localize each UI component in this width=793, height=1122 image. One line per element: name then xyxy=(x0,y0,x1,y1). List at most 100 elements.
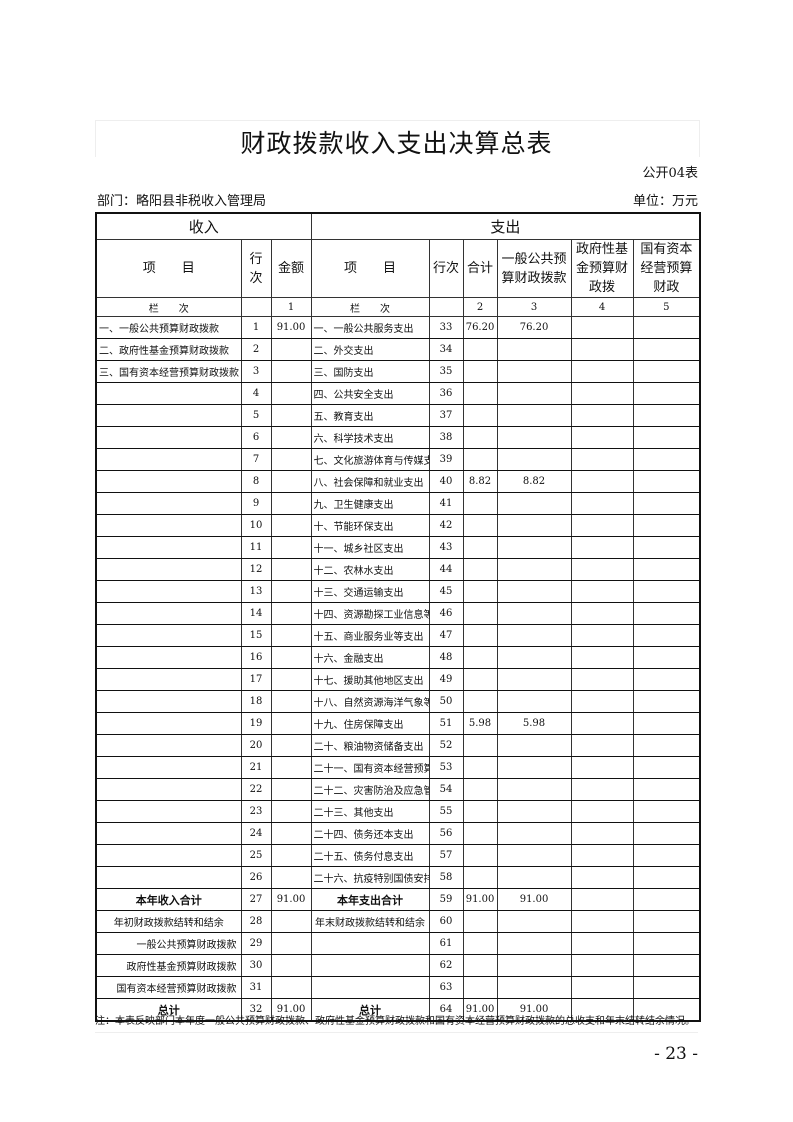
gov-fund-cell xyxy=(570,844,634,867)
expense-total-cell xyxy=(462,932,498,955)
income-item-cell: 国有资本经营预算财政拨款 xyxy=(95,976,242,999)
gov-fund-cell xyxy=(570,580,634,603)
income-item-cell xyxy=(95,514,242,537)
expense-item-cell: 三、国防支出 xyxy=(310,360,430,383)
expense-total-cell xyxy=(462,976,498,999)
gov-fund-cell xyxy=(570,888,634,911)
table-row: 21 二十一、国有资本经营预算支53 xyxy=(95,756,701,779)
income-item-cell xyxy=(95,646,242,669)
expense-line-no-cell: 42 xyxy=(428,514,464,537)
income-amount-cell xyxy=(270,976,312,999)
general-budget-cell: 91.00 xyxy=(496,998,572,1022)
expense-total-cell xyxy=(462,646,498,669)
income-line-no-cell: 17 xyxy=(240,668,272,691)
column-3: 3 xyxy=(496,297,572,317)
income-item-cell: 年初财政拨款结转和结余 xyxy=(95,910,242,933)
income-item-cell xyxy=(95,536,242,559)
table-row: 4 四、公共安全支出 36 xyxy=(95,382,701,405)
general-budget-cell xyxy=(496,602,572,625)
expense-total-cell xyxy=(462,536,498,559)
gov-fund-cell xyxy=(570,954,634,977)
expense-total-cell xyxy=(462,580,498,603)
income-item-cell xyxy=(95,448,242,471)
income-amount-cell xyxy=(270,382,312,405)
general-budget-cell xyxy=(496,822,572,845)
soe-capital-cell xyxy=(632,492,701,515)
general-budget-cell xyxy=(496,800,572,823)
gov-fund-cell xyxy=(570,646,634,669)
expense-line-no-cell: 38 xyxy=(428,426,464,449)
income-amount-cell xyxy=(270,778,312,801)
soe-capital-cell xyxy=(632,536,701,559)
general-budget-cell xyxy=(496,756,572,779)
income-item-cell xyxy=(95,382,242,405)
gov-fund-cell xyxy=(570,690,634,713)
soe-capital-cell xyxy=(632,778,701,801)
gov-fund-header: 政府性基金预算财政拨 xyxy=(570,239,634,298)
expense-line-no-cell: 52 xyxy=(428,734,464,757)
gov-fund-cell xyxy=(570,426,634,449)
income-line-no-cell: 29 xyxy=(240,932,272,955)
expense-item-cell: 十二、农林水支出 xyxy=(310,558,430,581)
expense-line-no-cell: 63 xyxy=(428,976,464,999)
gov-fund-cell xyxy=(570,976,634,999)
soe-capital-cell xyxy=(632,712,701,735)
soe-capital-cell xyxy=(632,866,701,889)
general-budget-cell xyxy=(496,976,572,999)
gov-fund-cell xyxy=(570,756,634,779)
general-budget-cell xyxy=(496,932,572,955)
income-line-no-cell: 13 xyxy=(240,580,272,603)
unit: 单位：万元 xyxy=(632,194,698,209)
general-budget-cell xyxy=(496,580,572,603)
page-number: - 23 - xyxy=(654,1044,698,1064)
expense-total-cell xyxy=(462,690,498,713)
expense-item-header: 项 目 xyxy=(310,239,430,298)
income-amount-cell xyxy=(270,800,312,823)
table-row: 8 八、社会保障和就业支出 40 8.82 8.82 xyxy=(95,470,701,493)
general-budget-cell xyxy=(496,536,572,559)
soe-capital-cell xyxy=(632,514,701,537)
table-row: 12 十二、农林水支出 44 xyxy=(95,558,701,581)
column-4: 4 xyxy=(570,297,634,317)
expense-total-cell xyxy=(462,514,498,537)
table-row: 15 十五、商业服务业等支出 47 xyxy=(95,624,701,647)
expense-total-cell xyxy=(462,382,498,405)
expense-item-cell: 年末财政拨款结转和结余 xyxy=(310,910,430,933)
income-item-cell xyxy=(95,712,242,735)
income-amount-cell xyxy=(270,492,312,515)
gov-fund-cell xyxy=(570,866,634,889)
income-item-cell xyxy=(95,844,242,867)
income-amount-cell xyxy=(270,910,312,933)
income-line-no-cell: 12 xyxy=(240,558,272,581)
soe-capital-cell xyxy=(632,602,701,625)
soe-capital-cell xyxy=(632,426,701,449)
expense-line-no-cell: 39 xyxy=(428,448,464,471)
expense-item-cell: 二十四、债务还本支出 xyxy=(310,822,430,845)
expense-total-cell xyxy=(462,602,498,625)
expense-line-no-cell: 62 xyxy=(428,954,464,977)
expense-item-cell: 十四、资源勘探工业信息等支 xyxy=(310,602,430,625)
expense-total-cell: 5.98 xyxy=(462,712,498,735)
income-item-cell: 总计 xyxy=(95,998,242,1022)
general-budget-cell: 5.98 xyxy=(496,712,572,735)
expense-item-cell: 一、一般公共服务支出 xyxy=(310,316,430,339)
gov-fund-cell xyxy=(570,712,634,735)
expense-line-no-cell: 51 xyxy=(428,712,464,735)
title-box xyxy=(95,120,700,157)
soe-capital-cell xyxy=(632,580,701,603)
expense-item-cell: 六、科学技术支出 xyxy=(310,426,430,449)
expense-total-cell xyxy=(462,734,498,757)
income-item-cell xyxy=(95,558,242,581)
gov-fund-cell xyxy=(570,470,634,493)
income-amount-cell xyxy=(270,844,312,867)
soe-capital-cell xyxy=(632,404,701,427)
expense-line-no-cell: 41 xyxy=(428,492,464,515)
soe-capital-cell xyxy=(632,646,701,669)
income-item-cell: 一般公共预算财政拨款 xyxy=(95,932,242,955)
income-item-cell xyxy=(95,800,242,823)
income-item-cell: 政府性基金预算财政拨款 xyxy=(95,954,242,977)
general-budget-cell xyxy=(496,844,572,867)
expense-line-no-cell: 45 xyxy=(428,580,464,603)
gov-fund-cell xyxy=(570,338,634,361)
income-amount-cell xyxy=(270,624,312,647)
